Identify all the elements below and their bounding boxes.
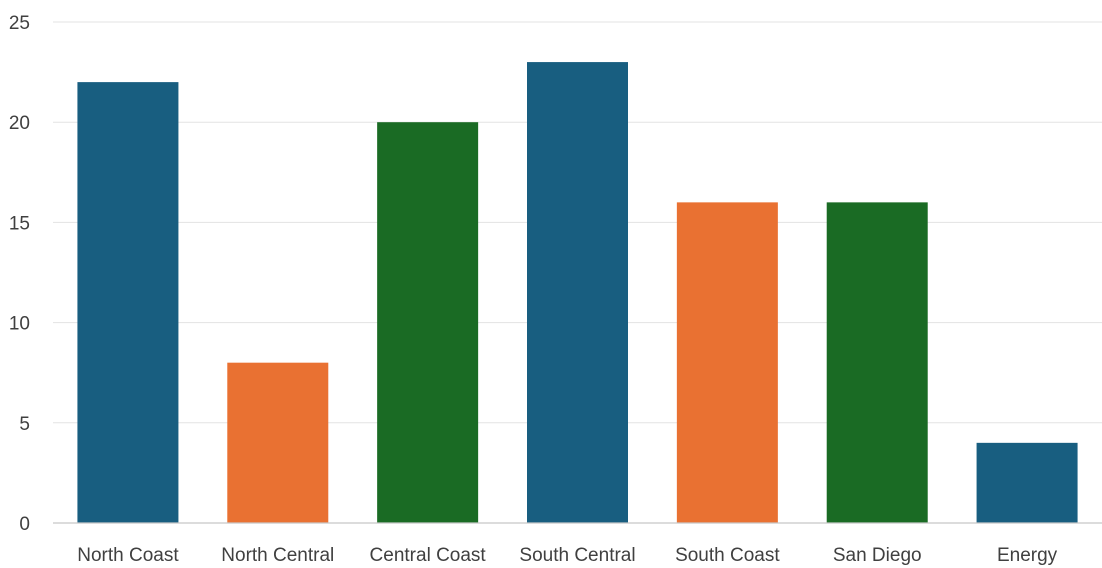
y-tick-label: 10 [9, 314, 30, 335]
bars [77, 62, 1078, 524]
y-tick-label: 20 [9, 113, 30, 134]
y-tick-label: 0 [19, 514, 30, 535]
y-tick-label: 25 [9, 13, 30, 34]
x-tick-label: South Central [519, 545, 635, 566]
y-axis-tick-labels: 0 5 10 15 20 25 [9, 13, 30, 535]
x-tick-label: San Diego [833, 545, 922, 566]
x-tick-label: Central Coast [370, 545, 487, 566]
bar [227, 362, 329, 523]
y-tick-label: 15 [9, 213, 30, 234]
bar [676, 202, 778, 524]
bar [826, 202, 928, 524]
bar [77, 82, 179, 524]
x-tick-label: South Coast [675, 545, 780, 566]
x-tick-label: North Coast [77, 545, 179, 566]
x-tick-label: Energy [997, 545, 1058, 566]
x-axis-tick-labels: North Coast North Central Central Coast Sou… [77, 545, 1057, 566]
bar [527, 62, 628, 524]
bar [976, 442, 1078, 523]
bar [377, 122, 479, 523]
x-tick-label: North Central [221, 545, 334, 566]
y-tick-label: 5 [19, 414, 30, 435]
